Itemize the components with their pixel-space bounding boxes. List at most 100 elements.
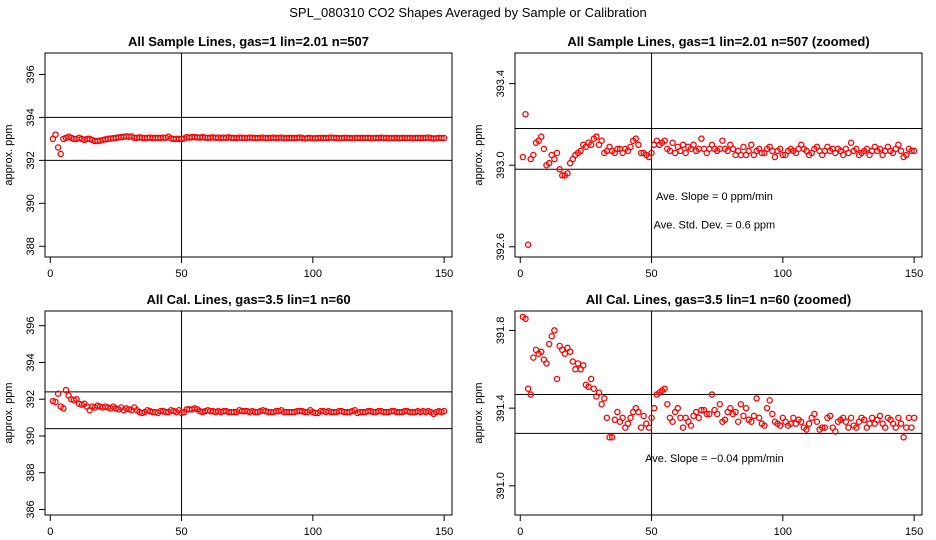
data-point	[721, 416, 729, 424]
data-point	[853, 145, 860, 153]
chart-2: All Sample Lines, gas=1 lin=2.01 n=507 (…	[473, 34, 923, 280]
data-point	[556, 166, 563, 173]
y-axis-label: approx. ppm	[3, 382, 15, 443]
y-tick-label: 396	[25, 317, 37, 335]
chart-title: All Cal. Lines, gas=3.5 lin=1 n=60	[146, 292, 350, 307]
data-point	[748, 141, 755, 149]
data-point	[590, 385, 598, 392]
data-point	[73, 395, 80, 403]
data-point	[771, 153, 779, 161]
data-point	[62, 386, 70, 394]
data-point	[530, 354, 537, 361]
data-point	[645, 424, 653, 431]
data-point	[637, 149, 645, 157]
data-point	[522, 315, 529, 323]
data-point	[650, 404, 658, 412]
y-tick-label: 392	[25, 390, 37, 408]
data-point	[677, 147, 684, 155]
data-point	[897, 420, 905, 427]
y-tick-label: 391.0	[495, 472, 507, 500]
data-point	[727, 404, 734, 412]
chart-4: All Cal. Lines, gas=3.5 lin=1 n=60 (zoom…	[473, 292, 923, 538]
data-point	[551, 327, 558, 334]
data-point	[769, 410, 776, 418]
data-point	[698, 135, 705, 142]
data-point	[766, 397, 773, 404]
data-point	[818, 424, 826, 431]
data-point	[845, 424, 852, 431]
chart-1: All Sample Lines, gas=1 lin=2.01 n=507 0 5…	[3, 34, 453, 280]
data-point	[619, 414, 626, 422]
data-point	[640, 412, 647, 420]
data-point	[679, 141, 687, 149]
plot-frame	[44, 52, 453, 258]
x-tick-label: 50	[175, 526, 187, 538]
data-point	[900, 434, 907, 441]
data-point	[734, 418, 742, 425]
data-point	[52, 398, 59, 406]
plot-frame	[514, 310, 923, 516]
data-point	[895, 414, 902, 422]
y-tick-label: 394	[25, 353, 37, 371]
data-point	[866, 420, 873, 427]
data-point	[666, 147, 674, 155]
x-tick-label: 150	[905, 526, 923, 538]
data-point	[842, 418, 850, 425]
data-point	[790, 414, 797, 422]
data-point	[595, 389, 603, 396]
data-point	[716, 401, 724, 408]
data-point	[587, 141, 595, 149]
data-point	[908, 424, 915, 431]
data-point	[740, 143, 747, 151]
data-point	[902, 151, 910, 159]
data-point	[519, 153, 527, 161]
data-point	[706, 410, 713, 418]
data-point	[574, 360, 582, 367]
data-point	[742, 404, 750, 412]
data-point	[876, 145, 884, 153]
data-point	[664, 401, 671, 408]
data-point	[585, 383, 592, 391]
data-point	[603, 414, 611, 422]
data-point	[611, 416, 619, 424]
data-point	[606, 434, 613, 441]
y-tick-label: 386	[25, 500, 37, 518]
data-point	[740, 412, 747, 420]
x-tick-label: 0	[517, 268, 523, 280]
data-point	[724, 147, 731, 155]
data-point	[902, 424, 910, 431]
data-point	[614, 408, 621, 416]
plot-frame	[44, 310, 453, 516]
y-tick-label: 390	[25, 194, 37, 212]
data-point	[905, 414, 913, 422]
data-point	[637, 424, 645, 431]
plot-frame	[514, 52, 923, 258]
y-tick-label: 392	[25, 151, 37, 169]
data-point	[671, 149, 679, 157]
data-point	[719, 137, 726, 144]
data-point	[572, 366, 579, 373]
chart-title: All Cal. Lines, gas=3.5 lin=1 n=60 (zoom…	[586, 292, 852, 307]
data-point	[522, 110, 529, 118]
data-point	[868, 414, 876, 422]
y-tick-label: 390	[25, 427, 37, 445]
data-point	[580, 362, 587, 369]
y-tick-label: 396	[25, 65, 37, 83]
data-point	[755, 414, 763, 422]
data-point	[910, 147, 918, 155]
data-point	[908, 147, 915, 155]
data-point	[54, 144, 62, 151]
data-point	[805, 420, 813, 427]
data-point	[845, 149, 852, 157]
data-point	[553, 375, 561, 383]
data-point	[440, 407, 448, 415]
data-point	[682, 149, 689, 157]
data-point	[559, 172, 566, 179]
x-tick-label: 50	[175, 268, 187, 280]
data-point	[627, 143, 634, 151]
data-point	[847, 414, 855, 422]
data-point	[690, 141, 697, 149]
data-point	[876, 412, 884, 420]
data-point	[679, 424, 687, 431]
y-tick-label: 392.6	[495, 233, 507, 261]
